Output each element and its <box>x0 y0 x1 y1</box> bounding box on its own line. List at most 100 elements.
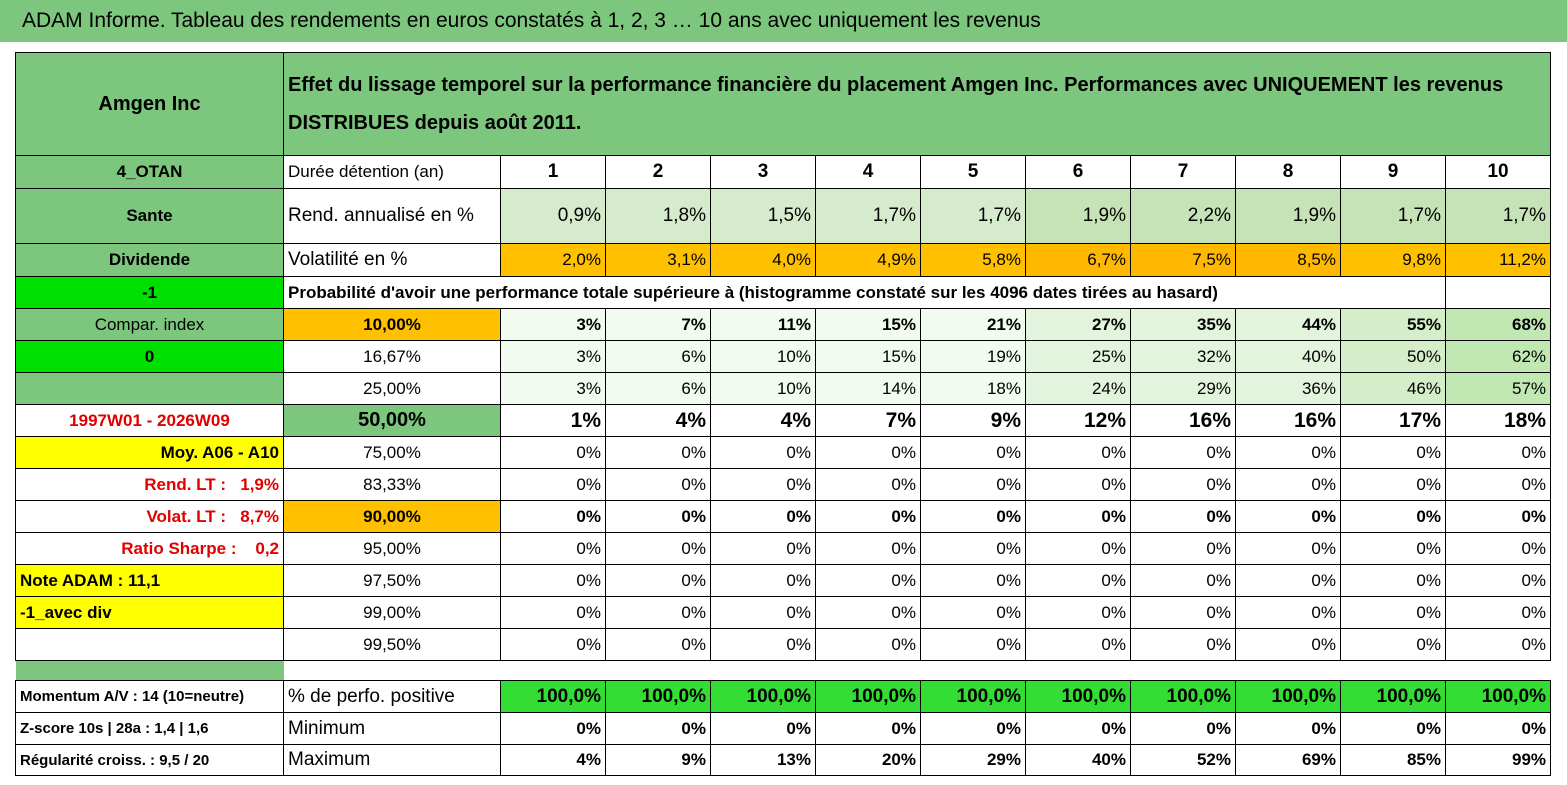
row-metric: Rend. annualisé en % <box>283 188 501 244</box>
value-cell: 46% <box>1340 372 1446 405</box>
value-cell: 0% <box>1235 596 1341 629</box>
value-cell: 0,9% <box>500 188 606 244</box>
value-cell: 0% <box>605 500 711 533</box>
value-cell: 0% <box>1444 596 1552 629</box>
row-label: -1 <box>15 276 284 309</box>
value-cell: 10% <box>710 372 816 405</box>
table-row: -1_avec div 99,00% 0% 0% 0% 0% 0% 0% 0% 0% 0% 0% <box>15 596 1552 629</box>
value-cell: 0% <box>710 564 816 597</box>
row-metric: 83,33% <box>283 468 501 501</box>
value-cell: 0% <box>1130 532 1236 565</box>
table-row: 4_OTAN Durée détention (an) 1 2 3 4 5 6 7 8 9 10 <box>15 155 1552 189</box>
value-cell: 4,9% <box>815 243 921 277</box>
table-row: Ratio Sharpe : 0,2 95,00% 0% 0% 0% 0% 0% 0% 0% 0%… <box>15 532 1552 565</box>
value-cell: 5 <box>920 155 1026 189</box>
value-cell: 62% <box>1444 340 1552 373</box>
row-label: Rend. LT : 1,9% <box>15 468 284 501</box>
row-label: Ratio Sharpe : 0,2 <box>15 532 284 565</box>
value-cell: 100,0% <box>1235 680 1341 713</box>
value-cell: 0% <box>1235 468 1341 501</box>
value-cell: 17% <box>1340 404 1446 437</box>
value-cell: 100,0% <box>605 680 711 713</box>
sheet-title: ADAM Informe. Tableau des rendements en … <box>0 0 1567 42</box>
value-cell: 57% <box>1444 372 1552 405</box>
value-cell: 0% <box>815 712 921 745</box>
value-cell: 1,7% <box>1340 188 1446 244</box>
value-cell: 0% <box>1130 712 1236 745</box>
value-cell: 2 <box>605 155 711 189</box>
value-cell: 9% <box>605 744 711 776</box>
value-cell: 0% <box>1340 532 1446 565</box>
value-cell: 0% <box>1130 564 1236 597</box>
value-cell: 16% <box>1235 404 1341 437</box>
empty-cell <box>1444 276 1552 309</box>
table-row: Note ADAM : 11,1 97,50% 0% 0% 0% 0% 0% 0% 0% 0% 0%… <box>15 564 1552 597</box>
value-cell: 0% <box>815 628 921 661</box>
table-row: 0 16,67% 3% 6% 10% 15% 19% 25% 32% 40% 50% 62% <box>15 340 1552 373</box>
value-cell: 1,9% <box>1235 188 1341 244</box>
row-label: Momentum A/V : 14 (10=neutre) <box>15 680 284 713</box>
value-cell: 0% <box>710 500 816 533</box>
value-cell: 0% <box>1340 628 1446 661</box>
value-cell: 19% <box>920 340 1026 373</box>
table-row: Volat. LT : 8,7% 90,00% 0% 0% 0% 0% 0% 0% 0% 0% 0%… <box>15 500 1552 533</box>
value-cell: 0% <box>1235 564 1341 597</box>
value-cell: 0% <box>710 532 816 565</box>
row-metric: Maximum <box>283 744 501 776</box>
value-cell: 100,0% <box>710 680 816 713</box>
value-cell: 21% <box>920 308 1026 341</box>
value-cell: 6,7% <box>1025 243 1131 277</box>
table-row: Sante Rend. annualisé en % 0,9% 1,8% 1,5% 1,7… <box>15 188 1552 244</box>
value-cell: 0% <box>605 712 711 745</box>
row-label: 4_OTAN <box>15 155 284 189</box>
row-label: Régularité croiss. : 9,5 / 20 <box>15 744 284 776</box>
value-cell: 0% <box>1235 628 1341 661</box>
value-cell: 0% <box>605 564 711 597</box>
value-cell: 40% <box>1025 744 1131 776</box>
table-row: Dividende Volatilité en % 2,0% 3,1% 4,0% 4,9%… <box>15 243 1552 277</box>
value-cell: 0% <box>920 532 1026 565</box>
row-metric: Durée détention (an) <box>283 155 501 189</box>
value-cell: 0% <box>605 532 711 565</box>
value-cell: 0% <box>1025 628 1131 661</box>
value-cell: 0% <box>1025 436 1131 469</box>
section-caption: Probabilité d'avoir une performance tota… <box>283 276 1446 309</box>
value-cell: 100,0% <box>815 680 921 713</box>
description-cell: Effet du lissage temporel sur la perform… <box>282 52 1552 156</box>
table-row: Z-score 10s | 28a : 1,4 | 1,6 Minimum 0% 0%… <box>15 712 1552 745</box>
value-cell: 10% <box>710 340 816 373</box>
spacer-cell <box>284 661 1551 681</box>
value-cell: 100,0% <box>1025 680 1131 713</box>
table-row: Momentum A/V : 14 (10=neutre)% de perfo.… <box>15 680 1552 713</box>
value-cell: 6% <box>605 372 711 405</box>
value-cell: 7 <box>1130 155 1236 189</box>
value-cell: 0% <box>1130 596 1236 629</box>
value-cell: 55% <box>1340 308 1446 341</box>
value-cell: 0% <box>710 436 816 469</box>
row-label <box>15 372 284 405</box>
value-cell: 7,5% <box>1130 243 1236 277</box>
value-cell: 0% <box>500 712 606 745</box>
row-metric: 97,50% <box>283 564 501 597</box>
table-row: Rend. LT : 1,9% 83,33% 0% 0% 0% 0% 0% 0% 0% 0% 0% 0… <box>15 468 1552 501</box>
value-cell: 4% <box>605 404 711 437</box>
value-cell: 0% <box>1340 500 1446 533</box>
value-cell: 0% <box>920 628 1026 661</box>
table-row: Compar. index 10,00% 3% 7% 11% 15% 21% 27% 35% 44… <box>15 308 1552 341</box>
value-cell: 0% <box>710 596 816 629</box>
value-cell: 3% <box>500 372 606 405</box>
value-cell: 0% <box>1025 564 1131 597</box>
value-cell: 0% <box>1235 500 1341 533</box>
value-cell: 0% <box>1025 712 1131 745</box>
value-cell: 0% <box>1340 712 1446 745</box>
value-cell: 27% <box>1025 308 1131 341</box>
table-row: 99,50% 0% 0% 0% 0% 0% 0% 0% 0% 0% 0% <box>15 628 1552 661</box>
value-cell: 4 <box>815 155 921 189</box>
row-metric: % de perfo. positive <box>283 680 501 713</box>
row-label <box>15 628 284 661</box>
value-cell: 3,1% <box>605 243 711 277</box>
value-cell: 15% <box>815 308 921 341</box>
value-cell: 1,9% <box>1025 188 1131 244</box>
value-cell: 18% <box>1444 404 1552 437</box>
